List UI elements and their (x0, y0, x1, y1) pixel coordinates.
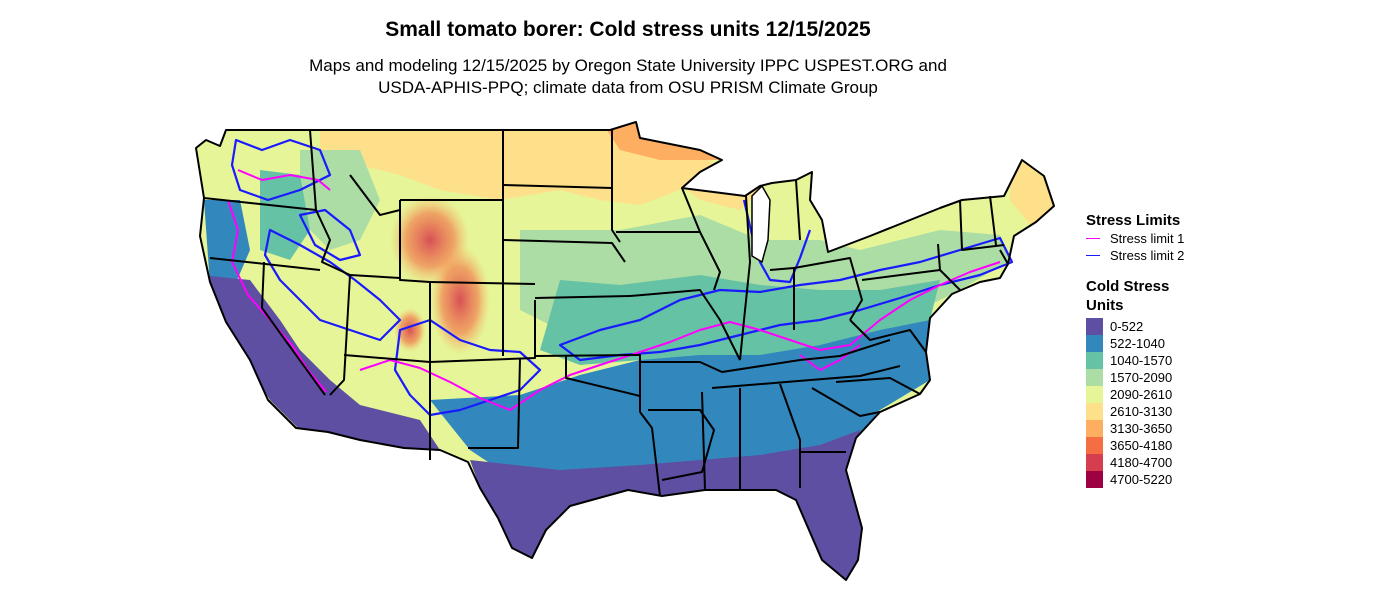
hotspot-colorado (430, 245, 490, 355)
border-ct-ri (999, 249, 1009, 265)
zone-0-522-gulf (470, 430, 862, 580)
limit-1-line-swatch (1086, 238, 1100, 239)
us-map (195, 121, 1055, 581)
scale-item: 2610-3130 (1086, 403, 1276, 420)
scale-item: 3130-3650 (1086, 420, 1276, 437)
limit-2-label: Stress limit 2 (1110, 248, 1185, 263)
subtitle-line-1: Maps and modeling 12/15/2025 by Oregon S… (309, 56, 947, 75)
border-sd-ne (502, 239, 626, 263)
stress-limit-1-washington (237, 169, 331, 191)
state-boundaries (195, 121, 1055, 581)
scale-label: 1570-2090 (1110, 370, 1173, 385)
scale-item: 4700-5220 (1086, 471, 1276, 488)
scale-swatch (1086, 335, 1103, 352)
legend-limit-1: Stress limit 1 (1086, 230, 1276, 247)
scale-item: 3650-4180 (1086, 437, 1276, 454)
scale-item: 1570-2090 (1086, 369, 1276, 386)
border-ks-ok (534, 354, 641, 412)
cold-stress-raster (196, 122, 1054, 580)
stress-limit-2-midwest-east (558, 236, 1014, 362)
border-nm-tx (468, 357, 521, 449)
scale-swatch (1086, 369, 1103, 386)
scale-swatch (1086, 403, 1103, 420)
subtitle-line-2: USDA-APHIS-PPQ; climate data from OSU PR… (378, 78, 878, 97)
stress-limit-2-washington (230, 138, 332, 202)
limit-2-line-swatch (1086, 255, 1100, 256)
border-ky-tn (721, 339, 891, 373)
border-nd-sd (502, 184, 613, 189)
scale-swatch (1086, 471, 1103, 488)
scale-swatch (1086, 318, 1103, 335)
map-title: Small tomato borer: Cold stress units 12… (385, 18, 871, 41)
border-ok-tx (565, 356, 641, 397)
border-ny-nj (937, 243, 941, 271)
legend: Stress Limits Stress limit 1 Stress limi… (1086, 211, 1276, 488)
border-il-in (739, 195, 751, 361)
border-wa-or (203, 197, 317, 211)
scale-swatch (1086, 437, 1103, 454)
scale-label: 3130-3650 (1110, 421, 1173, 436)
scale-swatch (1086, 352, 1103, 369)
border-wv-va (849, 319, 927, 353)
border-mt-id (349, 174, 401, 216)
stress-limit-1-southern-belt (359, 261, 1001, 411)
scale-item: 2090-2610 (1086, 386, 1276, 403)
scale-label: 4700-5220 (1110, 472, 1173, 487)
border-nv-ut-az (329, 274, 351, 396)
hotspot-utah (394, 308, 426, 352)
zone-0-522-southwest (200, 275, 440, 450)
stress-limit-2-idaho (298, 208, 362, 262)
border-co-nm (429, 300, 536, 363)
scale-label: 0-522 (1110, 319, 1144, 334)
scale-label: 4180-4700 (1110, 455, 1173, 470)
border-id (309, 129, 401, 279)
border-tn-south (711, 365, 901, 389)
lake-michigan (751, 184, 771, 264)
legend-limits-title: Stress Limits (1086, 212, 1181, 229)
legend-scale-list: 0-522 522-1040 1040-1570 1570-2090 2090-… (1086, 318, 1276, 488)
map-subtitle: Maps and modeling 12/15/2025 by Oregon S… (0, 55, 1256, 99)
border-wi-ia-il (681, 187, 721, 291)
border-mo-ar (640, 361, 723, 373)
border-wy-co (429, 281, 536, 285)
scale-item: 0-522 (1086, 318, 1276, 335)
border-nh (989, 195, 997, 246)
border-oh-pa (793, 257, 863, 321)
legend-scale-title: Cold Stress Units (1086, 278, 1170, 314)
scale-swatch (1086, 420, 1103, 437)
scale-label: 1040-1570 (1110, 353, 1173, 368)
scale-label: 2090-2610 (1110, 387, 1173, 402)
scale-swatch (1086, 386, 1103, 403)
scale-swatch (1086, 454, 1103, 471)
border-mn-dakota (611, 130, 621, 243)
scale-label: 2610-3130 (1110, 404, 1173, 419)
stress-limit-2-great-basin (263, 228, 402, 342)
border-sc-ga (811, 387, 881, 417)
stress-limit-1-west-coast (227, 199, 327, 393)
zone-1040-1570-west (260, 170, 310, 260)
border-michigan (795, 179, 801, 241)
border-or-ca-nv (209, 257, 321, 271)
scale-item: 522-1040 (1086, 335, 1276, 352)
border-ia-mo (629, 289, 741, 361)
scale-label: 3650-4180 (1110, 438, 1173, 453)
zone-1570-2090-west (300, 150, 380, 250)
border-ar-la (648, 409, 715, 481)
border-nc (835, 377, 921, 395)
stress-limit-1-lines (227, 169, 1001, 411)
scale-label: 522-1040 (1110, 336, 1165, 351)
border-vt-ma (959, 199, 1005, 251)
border-tx-la (639, 411, 661, 497)
border-ga-al (779, 383, 801, 488)
limit-1-label: Stress limit 1 (1110, 231, 1185, 246)
zone-522-1040-pacific (204, 200, 250, 285)
border-ms (701, 391, 706, 491)
border-ut-az (343, 354, 431, 363)
scale-item: 4180-4700 (1086, 454, 1276, 471)
legend-limit-2: Stress limit 2 (1086, 247, 1276, 264)
border-ca-nv (261, 261, 326, 396)
border-ne-ks (534, 295, 631, 299)
scale-item: 1040-1570 (1086, 352, 1276, 369)
